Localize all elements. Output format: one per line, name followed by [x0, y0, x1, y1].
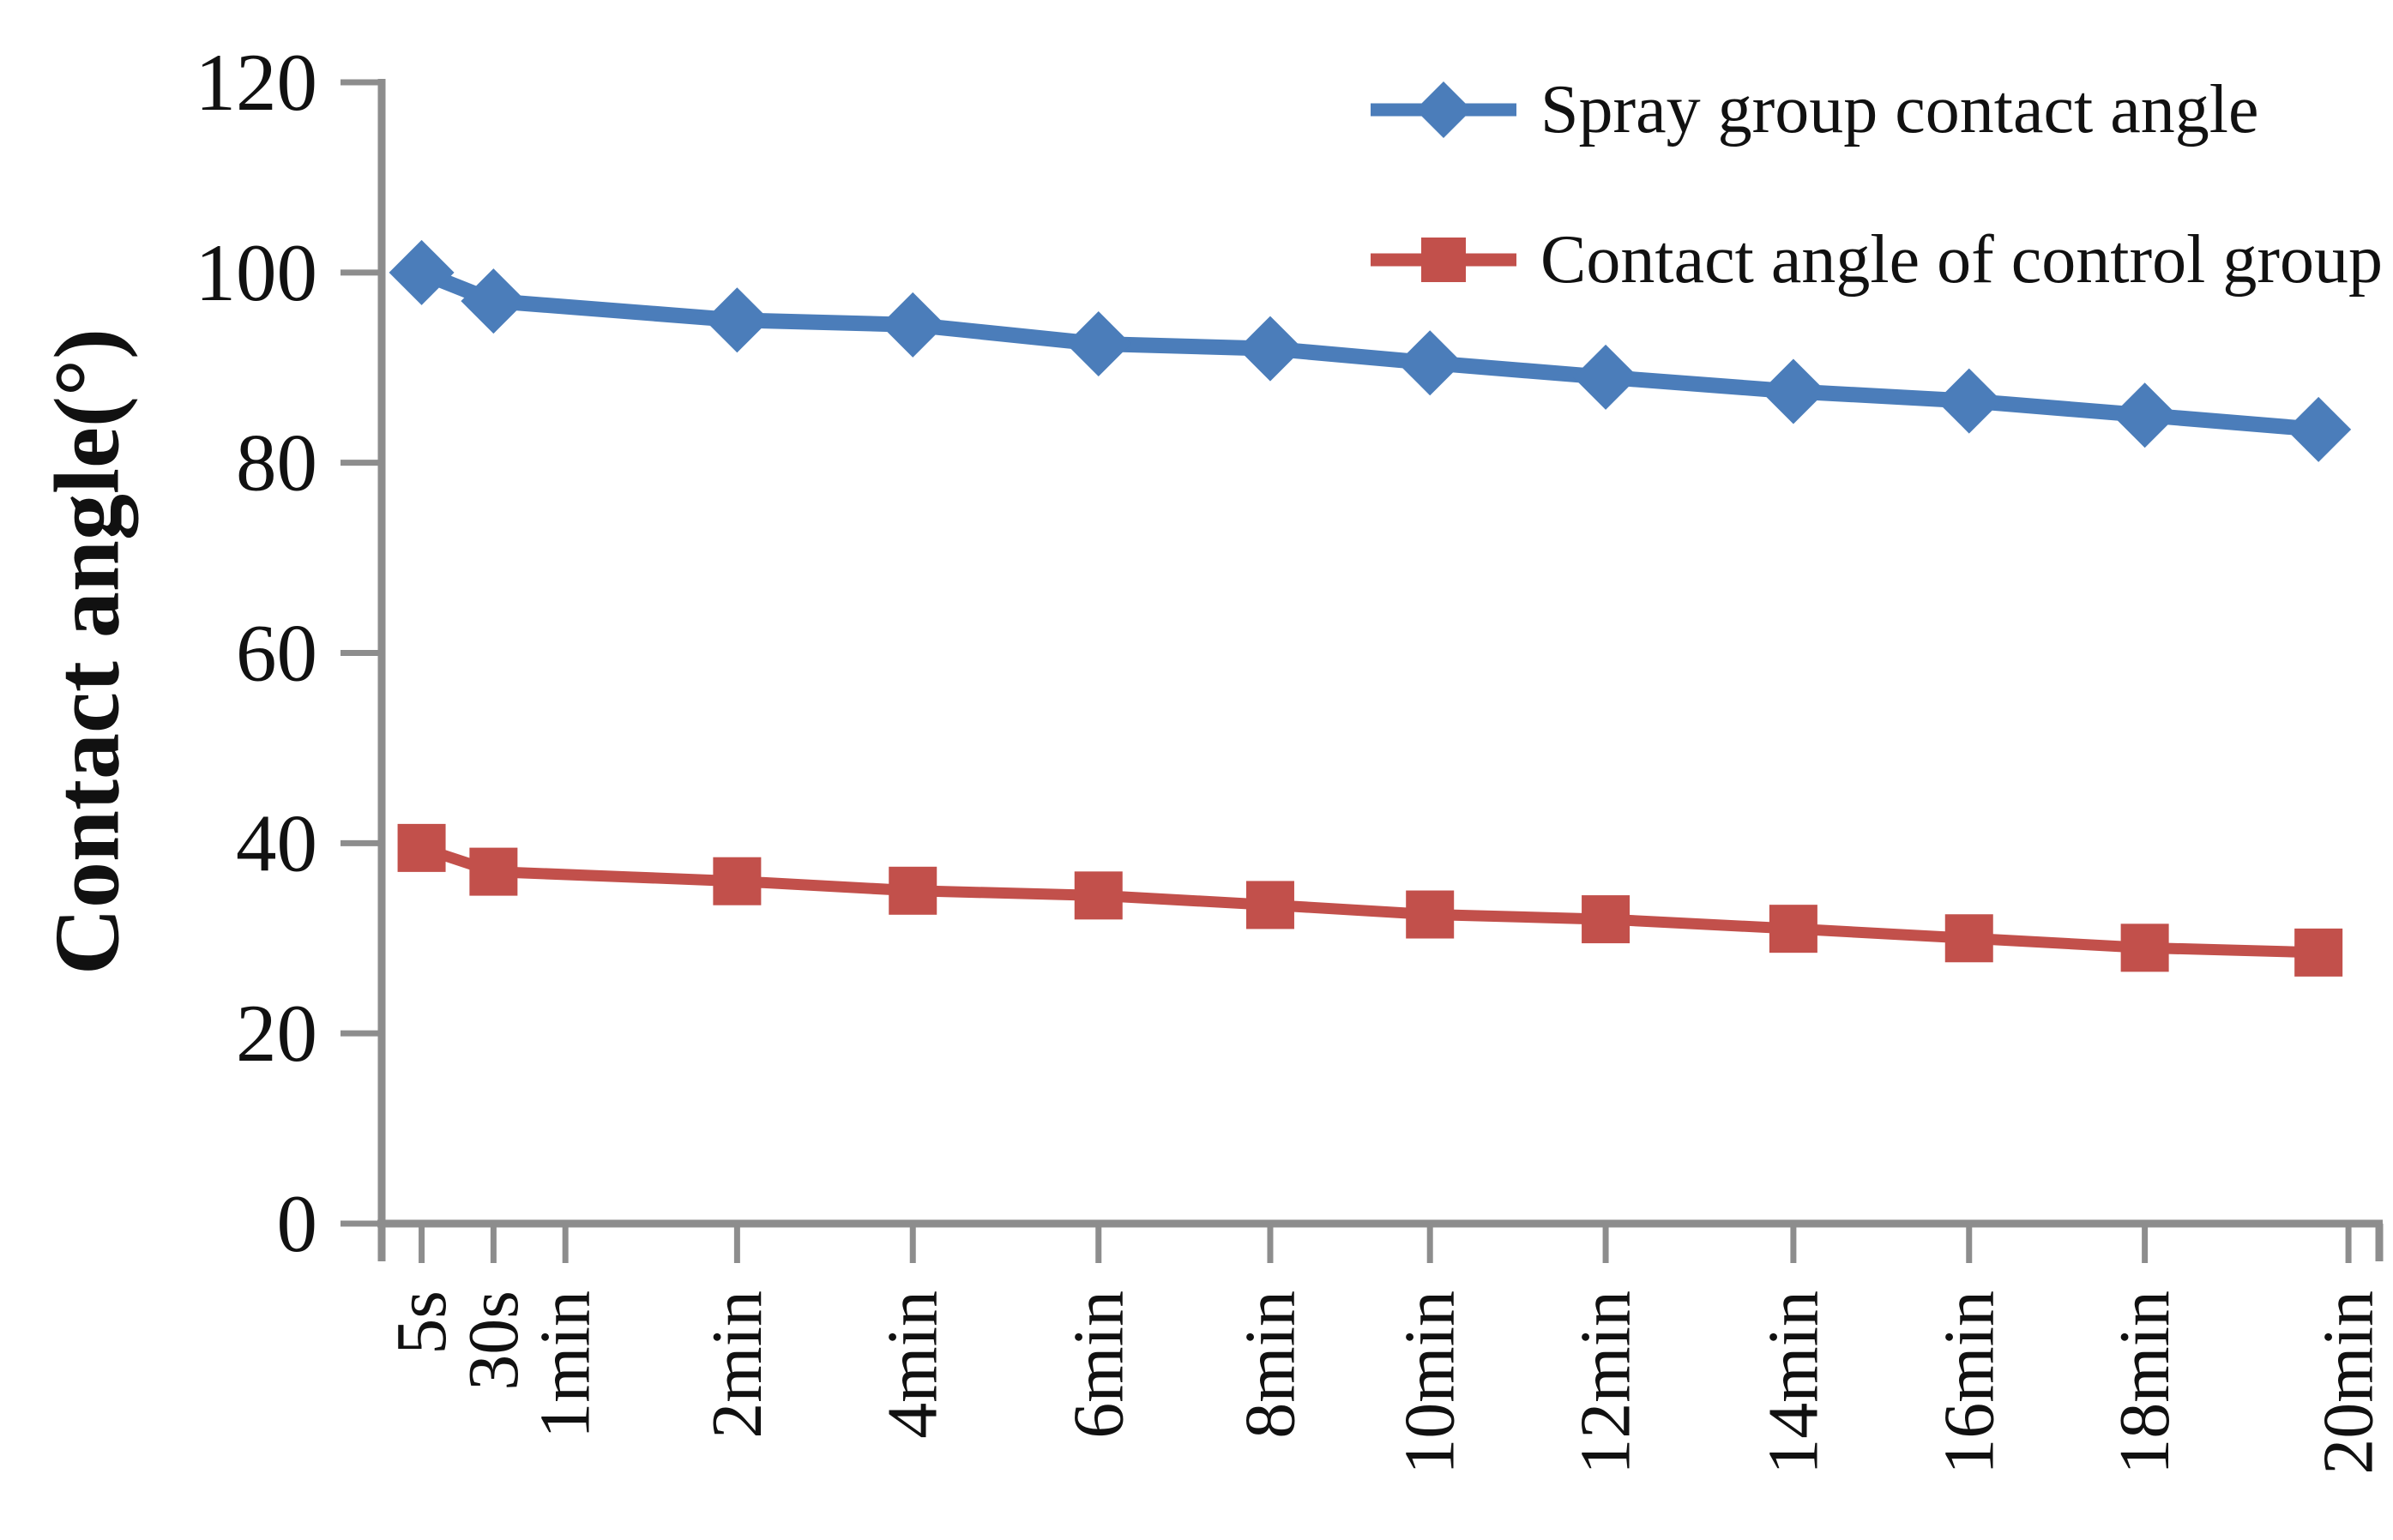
x-tick-label: 20min: [2309, 1290, 2389, 1475]
y-tick-label: 40: [236, 797, 317, 888]
data-point-square-marker: [2294, 928, 2343, 977]
data-point-square-marker: [889, 866, 937, 915]
x-tick-label: 6min: [1058, 1290, 1138, 1439]
data-point-square-marker: [1245, 881, 1294, 929]
data-point-square-marker: [713, 857, 762, 905]
data-point-square-marker: [2120, 923, 2169, 972]
y-axis-title: Contact angle(°): [37, 328, 139, 975]
series-line-control-group: [419, 842, 2319, 959]
data-point-square-marker: [1582, 895, 1630, 944]
x-tick-label: 8min: [1230, 1290, 1310, 1439]
data-point-square-marker: [1769, 905, 1817, 953]
x-tick-label: 16min: [1929, 1290, 2009, 1475]
x-tick-label: 4min: [873, 1290, 953, 1439]
y-tick-label: 100: [196, 227, 318, 318]
x-tick-label: 14min: [1753, 1290, 1833, 1475]
data-point-diamond-marker: [1760, 358, 1826, 424]
y-tick-label: 80: [236, 418, 317, 508]
data-point-diamond-marker: [2286, 396, 2352, 462]
data-point-diamond-marker: [389, 239, 455, 305]
x-tick-label: 30s: [454, 1290, 533, 1391]
x-tick-label: 12min: [1566, 1290, 1646, 1475]
data-point-square-marker: [1406, 890, 1455, 939]
data-point-diamond-marker: [704, 287, 770, 353]
data-point-diamond-marker: [1573, 344, 1639, 410]
data-point-diamond-marker: [1237, 316, 1303, 382]
data-point-square-marker: [1074, 871, 1123, 920]
data-point-diamond-marker: [461, 268, 527, 334]
data-point-square-marker: [397, 823, 446, 872]
data-point-diamond-marker: [880, 292, 946, 358]
data-point-square-marker: [1944, 914, 1993, 963]
x-tick-label: 1min: [526, 1290, 606, 1439]
data-point-diamond-marker: [2112, 382, 2178, 448]
y-tick-label: 20: [236, 988, 317, 1079]
legend-diamond-marker: [1415, 81, 1472, 138]
y-tick-label: 120: [196, 37, 318, 128]
legend-square-marker: [1421, 238, 1466, 282]
x-tick-label: 5s: [382, 1290, 461, 1355]
x-tick-label: 18min: [2105, 1290, 2185, 1475]
y-tick-label: 0: [277, 1178, 318, 1269]
data-point-square-marker: [469, 847, 518, 896]
data-point-diamond-marker: [1397, 330, 1463, 396]
data-point-diamond-marker: [1936, 368, 2002, 434]
legend-label: Contact angle of control group: [1540, 222, 2383, 298]
x-tick-label: 2min: [697, 1290, 777, 1439]
data-point-diamond-marker: [1065, 311, 1131, 377]
legend-label: Spray group contact angle: [1540, 72, 2259, 147]
x-tick-label: 10min: [1390, 1290, 1470, 1475]
y-tick-label: 60: [236, 608, 317, 699]
